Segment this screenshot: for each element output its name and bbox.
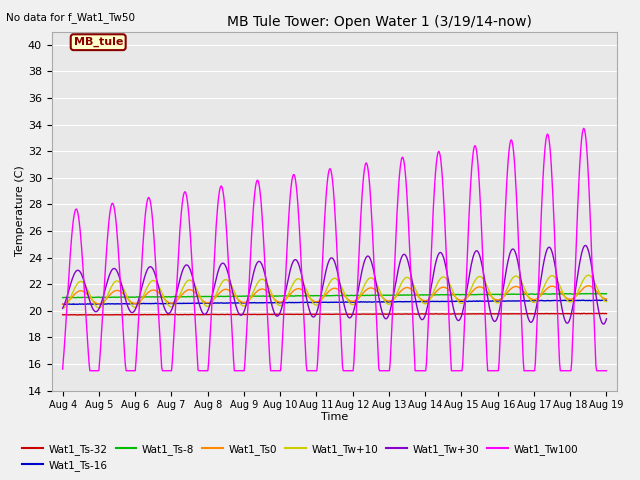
X-axis label: Time: Time	[321, 412, 348, 422]
Legend: Wat1_Ts-32, Wat1_Ts-16, Wat1_Ts-8, Wat1_Ts0, Wat1_Tw+10, Wat1_Tw+30, Wat1_Tw100: Wat1_Ts-32, Wat1_Ts-16, Wat1_Ts-8, Wat1_…	[18, 439, 582, 475]
Text: MB_tule: MB_tule	[74, 37, 123, 48]
Y-axis label: Temperature (C): Temperature (C)	[15, 166, 25, 256]
Title: MB Tule Tower: Open Water 1 (3/19/14-now): MB Tule Tower: Open Water 1 (3/19/14-now…	[227, 15, 532, 29]
Text: No data for f_Wat1_Tw50: No data for f_Wat1_Tw50	[6, 12, 136, 23]
